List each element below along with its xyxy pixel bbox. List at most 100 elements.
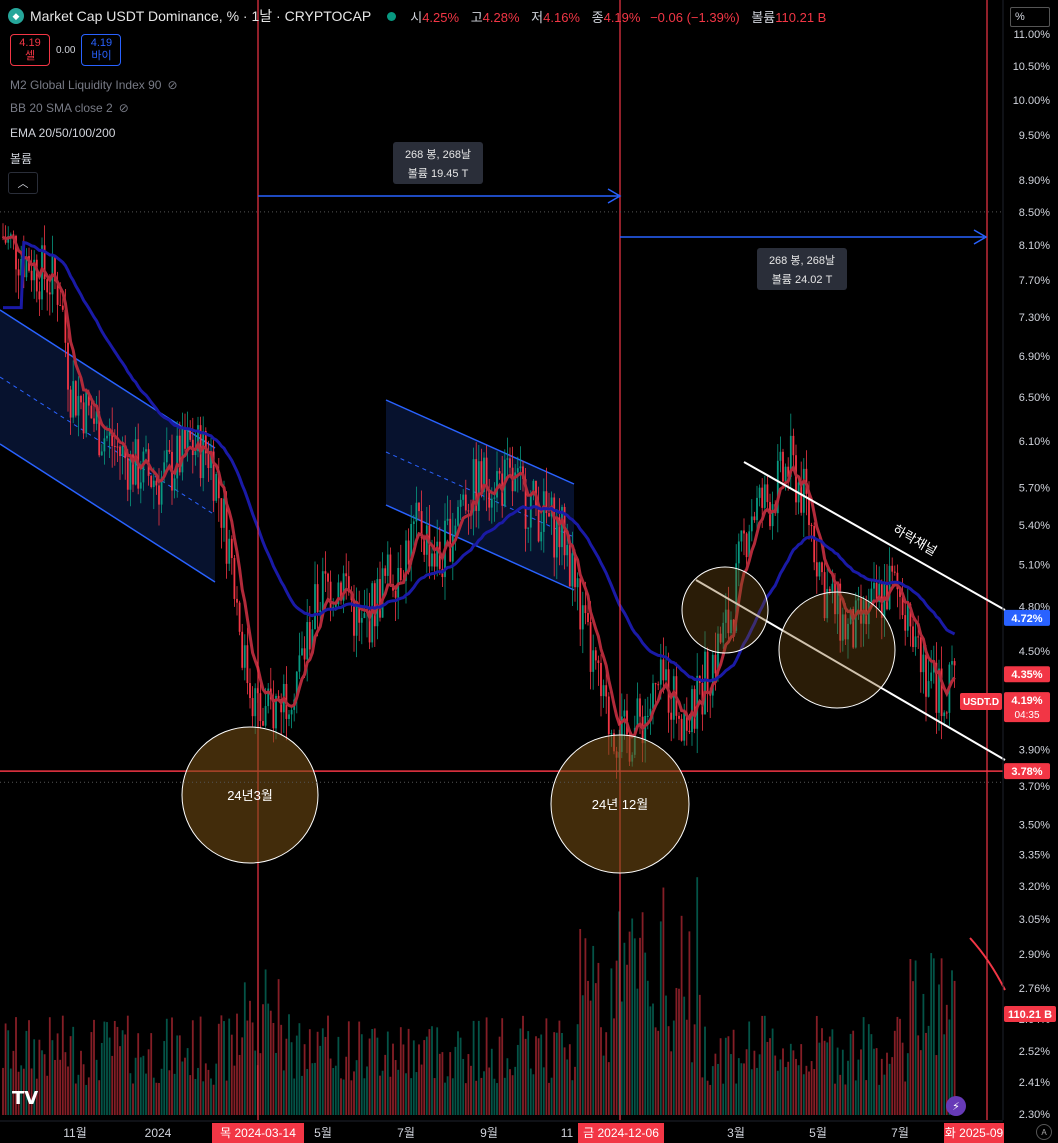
indicator-volume[interactable]: 볼륨: [10, 152, 33, 166]
volume-bar: [740, 1063, 743, 1115]
candle-body: [457, 506, 459, 526]
volume-bar: [831, 1029, 834, 1115]
volume-bar: [446, 1076, 449, 1115]
volume-bar: [605, 1032, 608, 1115]
volume-bar: [194, 1078, 197, 1115]
collapse-legend-button[interactable]: ︿: [8, 172, 38, 194]
candle-body: [329, 581, 332, 611]
volume-bar: [516, 1044, 519, 1115]
candle-body: [553, 497, 556, 558]
candle-body: [475, 459, 478, 511]
candle-body: [249, 683, 251, 699]
candle-body: [620, 716, 623, 753]
volume-bar: [540, 1034, 543, 1115]
candle-body: [483, 457, 485, 492]
volume-bar: [220, 1015, 223, 1115]
volume-bar: [766, 1041, 769, 1115]
candle-body: [373, 583, 376, 627]
price-axis: 11.00% 10.50% 10.00% 9.50% 8.90% 8.50% 8.10% 7.…: [0, 0, 1056, 1121]
volume-bar: [142, 1055, 145, 1115]
volume-bar: [449, 1052, 452, 1115]
volume-bar: [857, 1059, 860, 1115]
volume-bar: [2, 1067, 4, 1115]
time-axis: 11월 2024 5월 7월 9월 11 3월 5월 7월 목 2024-03-14 금 2024-…: [0, 1120, 1004, 1143]
indicator-bb[interactable]: BB 20 SMA close 2 ⊘: [10, 101, 129, 115]
volume-bar: [631, 918, 634, 1115]
eye-hidden-icon[interactable]: ⊘: [118, 101, 129, 115]
candle-body: [800, 482, 803, 513]
volume-bar: [423, 1040, 426, 1115]
volume-bar: [867, 1024, 870, 1115]
volume-bar: [67, 1066, 69, 1115]
candle-body: [316, 584, 319, 613]
candle-body: [423, 538, 426, 555]
volume-bar: [340, 1078, 342, 1115]
candle-body: [730, 619, 732, 634]
volume-bar: [839, 1074, 842, 1115]
y-tick-label: 5.10%: [1019, 559, 1050, 571]
candle-body: [48, 292, 51, 295]
candle-body: [462, 494, 465, 500]
candle-body: [922, 654, 925, 673]
symbol-title[interactable]: Market Cap USDT Dominance, % · 1날 · CRYP…: [30, 8, 372, 24]
volume-bar: [501, 1018, 504, 1115]
candle-body: [405, 540, 407, 581]
volume-bar: [886, 1052, 888, 1115]
candle-body: [878, 583, 881, 602]
candle-body: [727, 609, 730, 634]
volume-bar: [628, 931, 631, 1115]
candle-body: [496, 471, 498, 498]
tradingview-logo: 𝗧𝗩: [12, 1088, 39, 1108]
volume-bar: [600, 1027, 602, 1115]
indicator-m2[interactable]: M2 Global Liquidity Index 90 ⊘: [10, 78, 178, 92]
volume-bar: [33, 1039, 36, 1115]
candle-body: [142, 451, 145, 483]
candle-body: [298, 655, 301, 672]
volume-bar: [251, 1022, 254, 1115]
candle-body: [108, 430, 111, 436]
volume-bar: [436, 1027, 439, 1115]
circle-label: 24년3월: [227, 788, 273, 803]
volume-bar: [693, 1024, 696, 1115]
volume-bar: [542, 1067, 545, 1115]
volume-bar: [215, 1063, 218, 1115]
volume-bar: [230, 1034, 233, 1115]
candle-body: [563, 506, 566, 556]
volume-bar: [329, 1058, 332, 1115]
date-marker-text: 목 2024-03-14: [220, 1126, 296, 1140]
volume-bar: [353, 1071, 355, 1115]
auto-scale-icon[interactable]: A: [1036, 1124, 1052, 1140]
volume-bar: [399, 1027, 402, 1115]
candle-body: [61, 305, 64, 310]
indicator-ema[interactable]: EMA 20/50/100/200: [10, 126, 116, 140]
scale-mode-button[interactable]: %: [1010, 7, 1050, 27]
sell-button[interactable]: 4.19 셀: [10, 34, 50, 66]
volume-bar: [225, 1080, 228, 1115]
candle-body: [581, 605, 584, 630]
buy-button[interactable]: 4.19 바이: [81, 34, 122, 66]
price-label-support: [1004, 763, 1050, 780]
candle-body: [103, 438, 106, 452]
volume-bar: [724, 1037, 727, 1115]
candle-body: [176, 435, 179, 479]
descending-channel-upper: [743, 461, 1006, 611]
candle-body: [35, 259, 38, 292]
candle-body: [594, 650, 597, 661]
candle-body: [953, 661, 956, 666]
volume-bar: [392, 1043, 394, 1115]
candle-body: [839, 583, 842, 641]
volume-bar: [431, 1026, 433, 1115]
alert-icon[interactable]: ⚡: [946, 1096, 966, 1116]
volume-bar: [165, 1018, 168, 1115]
candle-body: [912, 626, 914, 648]
candle-body: [597, 660, 600, 663]
y-tick-label: 3.50%: [1019, 819, 1050, 831]
volume-bar: [475, 1080, 478, 1115]
volume-bar: [860, 1049, 862, 1115]
volume-bar: [836, 1047, 839, 1115]
eye-hidden-icon[interactable]: ⊘: [167, 78, 178, 92]
volume-bar: [119, 1046, 121, 1115]
volume-bar: [732, 1029, 735, 1115]
volume-bar: [454, 1046, 457, 1115]
